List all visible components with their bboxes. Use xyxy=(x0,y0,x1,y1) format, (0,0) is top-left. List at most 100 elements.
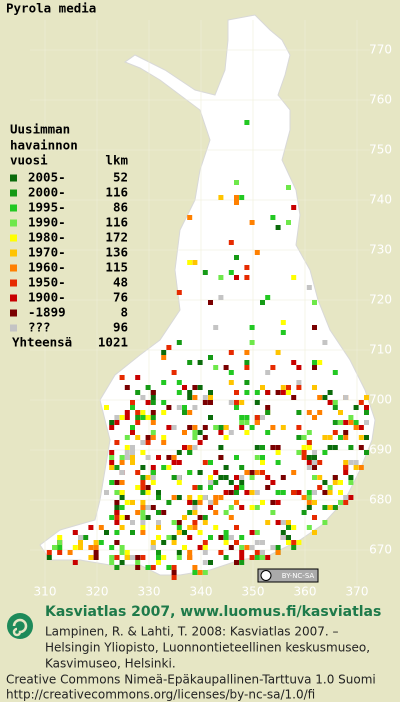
occurrence xyxy=(130,555,135,560)
occurrence xyxy=(135,410,141,415)
occurrence xyxy=(239,485,245,490)
y-label: 730 xyxy=(369,243,392,257)
occurrence xyxy=(192,565,198,570)
occurrence xyxy=(197,545,203,550)
occurrence xyxy=(327,485,333,490)
y-label: 710 xyxy=(369,343,392,357)
legend-label: 1950- xyxy=(28,275,66,290)
occurrence xyxy=(114,520,120,525)
legend-count: 76 xyxy=(113,290,128,305)
occurrence xyxy=(109,460,115,465)
occurrence xyxy=(145,565,151,570)
occurrence xyxy=(104,405,109,410)
occurrence xyxy=(156,510,161,515)
occurrence xyxy=(150,565,156,570)
occurrence xyxy=(327,400,333,405)
occurrence xyxy=(228,535,234,540)
occurrence xyxy=(260,385,265,390)
occurrence xyxy=(150,480,156,485)
occurrence xyxy=(265,295,271,300)
occurrence xyxy=(353,465,359,470)
occurrence xyxy=(109,555,115,560)
occurrence xyxy=(130,530,135,535)
occurrence xyxy=(109,450,115,455)
occurrence xyxy=(260,300,265,305)
occurrence xyxy=(312,325,317,330)
occurrence xyxy=(114,440,120,445)
occurrence xyxy=(306,440,312,445)
occurrence xyxy=(140,515,146,520)
occurrence xyxy=(192,430,198,435)
occurrence xyxy=(239,545,245,550)
occurrence xyxy=(332,445,338,450)
occurrence xyxy=(130,405,135,410)
occurrence xyxy=(260,540,265,545)
occurrence xyxy=(286,525,291,530)
occurrence xyxy=(150,430,156,435)
occurrence xyxy=(260,555,265,560)
occurrence xyxy=(280,475,286,480)
occurrence xyxy=(249,325,255,330)
occurrence xyxy=(249,220,255,225)
species-title: Pyrola media xyxy=(6,1,96,16)
occurrence xyxy=(301,495,307,500)
occurrence xyxy=(156,520,161,525)
legend-label: 2005- xyxy=(28,170,66,185)
occurrence xyxy=(192,405,198,410)
occurrence xyxy=(114,555,120,560)
occurrence xyxy=(312,385,317,390)
occurrence xyxy=(249,475,255,480)
occurrence xyxy=(130,445,135,450)
occurrence xyxy=(176,450,182,455)
occurrence xyxy=(171,475,177,480)
occurrence xyxy=(213,425,219,430)
occurrence xyxy=(156,455,161,460)
occurrence xyxy=(358,445,364,450)
occurrence xyxy=(306,460,312,465)
occurrence xyxy=(239,415,245,420)
occurrence xyxy=(343,420,349,425)
occurrence xyxy=(130,455,135,460)
occurrence xyxy=(208,355,213,360)
occurrence xyxy=(312,450,317,455)
occurrence xyxy=(171,570,177,575)
occurrence xyxy=(140,485,146,490)
occurrence xyxy=(343,395,349,400)
occurrence xyxy=(104,490,109,495)
occurrence xyxy=(234,255,239,260)
occurrence xyxy=(135,435,141,440)
legend-count: 115 xyxy=(105,260,128,275)
occurrence xyxy=(338,490,343,495)
occurrence xyxy=(72,545,78,550)
occurrence xyxy=(270,365,276,370)
occurrence xyxy=(322,490,328,495)
occurrence xyxy=(124,500,130,505)
occurrence xyxy=(312,515,317,520)
occurrence xyxy=(234,475,239,480)
occurrence xyxy=(46,555,52,560)
occurrence xyxy=(312,360,317,365)
occurrence xyxy=(343,470,349,475)
legend-swatch xyxy=(10,279,17,287)
occurrence xyxy=(124,445,130,450)
badge-cc xyxy=(260,570,272,581)
occurrence xyxy=(150,540,156,545)
occurrence xyxy=(208,560,213,565)
occurrence xyxy=(260,470,265,475)
occurrence xyxy=(213,470,219,475)
occurrence xyxy=(171,575,177,580)
x-label: 330 xyxy=(138,585,161,599)
occurrence xyxy=(296,425,302,430)
occurrence xyxy=(119,455,125,460)
occurrence xyxy=(239,480,245,485)
occurrence xyxy=(306,285,312,290)
legend-count: 8 xyxy=(120,305,128,320)
occurrence xyxy=(213,495,219,500)
occurrence xyxy=(280,520,286,525)
legend-count: 52 xyxy=(113,170,128,185)
occurrence xyxy=(223,465,229,470)
occurrence xyxy=(140,530,146,535)
occurrence xyxy=(119,560,125,565)
occurrence xyxy=(254,490,260,495)
occurrence xyxy=(218,535,224,540)
